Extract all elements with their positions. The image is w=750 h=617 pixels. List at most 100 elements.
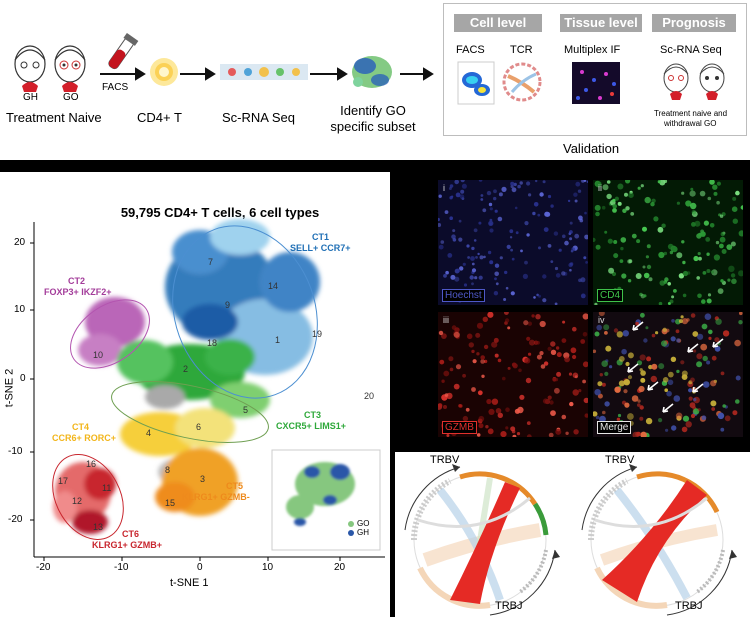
if-cell-dot <box>443 274 447 278</box>
if-cell-dot <box>489 207 493 211</box>
cluster-label-6: 6 <box>196 422 202 432</box>
if-cell-dot <box>616 331 623 338</box>
chord-left <box>404 464 560 616</box>
if-cell-dot <box>670 356 677 362</box>
facs-text: FACS <box>456 44 485 56</box>
if-cell-dot <box>697 252 701 256</box>
ct2-outline <box>70 299 150 369</box>
ct4-name: CT4 <box>72 422 90 432</box>
if-cell-dot <box>598 312 605 317</box>
header-prognosis: Prognosis <box>652 14 736 32</box>
if-cell-dot <box>467 256 470 259</box>
if-cell-dot <box>640 370 646 376</box>
if-cell-dot <box>669 250 674 255</box>
tcr-text: TCR <box>510 44 533 56</box>
if-cell-dot <box>642 265 646 269</box>
if-cell-dot <box>463 283 468 287</box>
if-cell-dot <box>544 211 550 217</box>
if-cell-dot <box>536 340 540 345</box>
if-cell-dot <box>627 413 634 420</box>
if-cell-dot <box>494 271 499 277</box>
if-cell-dot <box>664 277 669 282</box>
cluster-label-4: 4 <box>146 428 152 438</box>
if-cell-dot <box>732 218 738 224</box>
if-cell-dot <box>454 180 459 185</box>
if-cell-dot <box>440 240 445 244</box>
if-cell-dot <box>627 352 634 359</box>
treatment-naive-label: Treatment Naive <box>6 110 102 125</box>
if-cell-dot <box>650 375 657 383</box>
if-cell-dot <box>635 321 639 326</box>
if-cell-dot <box>694 220 701 227</box>
if-cell-dot <box>637 403 641 407</box>
if-cell-dot <box>476 322 484 329</box>
if-cell-dot <box>500 431 507 437</box>
if-cell-dot <box>453 383 460 390</box>
if-cell-dot <box>658 418 663 423</box>
if-cell-dot <box>494 263 500 268</box>
if-cell-dot <box>726 244 733 250</box>
if-cell-dot <box>568 372 573 376</box>
if-cell-dot <box>702 271 707 275</box>
if-cell-dot <box>667 379 674 386</box>
if-cell-dot <box>562 320 566 324</box>
if-cell-dot <box>655 331 659 335</box>
if-cell-dot <box>565 431 569 435</box>
if-cell-dot <box>439 359 445 365</box>
prognosis-faces-icon <box>663 63 725 100</box>
if-cell-dot <box>645 326 649 330</box>
if-cell-dot <box>680 315 684 319</box>
ct6-name: CT6 <box>122 529 140 539</box>
ct5-name: CT5 <box>226 481 244 491</box>
if-cell-dot <box>482 208 487 213</box>
ct5-markers: KLRG1+ GZMB- <box>182 492 250 502</box>
if-roman-iii: iii <box>443 315 449 325</box>
if-cell-dot <box>455 364 462 370</box>
if-cell-dot <box>675 329 680 334</box>
if-arrow-marker <box>692 383 704 393</box>
if-cell-dot <box>636 431 641 436</box>
multiplex-text: Multiplex IF <box>564 44 621 56</box>
if-cell-dot <box>621 273 627 279</box>
if-cell-dot <box>505 286 509 290</box>
if-cell-dot <box>468 342 474 348</box>
if-cell-dot <box>474 276 478 280</box>
if-cell-dot <box>693 349 697 353</box>
ct4-markers: CCR6+ RORC+ <box>52 433 117 443</box>
if-cell-dot <box>614 386 621 393</box>
if-cell-dot <box>476 352 480 356</box>
if-cell-dot <box>594 302 598 305</box>
if-cell-dot <box>538 246 541 250</box>
if-cell-dot <box>618 356 625 362</box>
if-cell-dot <box>657 180 661 184</box>
if-cell-dot <box>605 345 612 352</box>
if-cell-dot <box>507 366 511 370</box>
if-cell-dot <box>453 331 460 338</box>
if-cell-dot <box>483 344 489 350</box>
if-cell-dot <box>601 205 606 210</box>
if-cell-dot <box>711 407 716 411</box>
if-cell-dot <box>450 274 456 280</box>
if-cell-dot <box>526 434 532 437</box>
tcr-chord-icon <box>502 62 542 102</box>
if-cell-dot <box>550 204 554 208</box>
if-cell-dot <box>732 410 738 416</box>
if-cell-dot <box>573 429 579 435</box>
if-cell-dot <box>555 273 561 278</box>
if-cell-dot <box>522 273 528 279</box>
if-cell-dot <box>613 328 619 333</box>
if-cell-dot <box>438 217 440 222</box>
if-cell-dot <box>705 237 711 242</box>
if-cell-dot <box>582 313 588 320</box>
cluster-label-16: 16 <box>86 459 97 469</box>
if-cell-dot <box>595 211 600 217</box>
if-cell-dot <box>580 277 586 283</box>
if-cell-dot <box>459 194 465 199</box>
if-cell-dot <box>621 348 627 355</box>
if-cell-dot <box>720 231 725 237</box>
if-cell-dot <box>630 212 635 216</box>
if-cell-dot <box>571 247 576 252</box>
if-cell-dot <box>514 206 518 210</box>
if-cell-dot <box>461 183 467 189</box>
if-cell-dot <box>623 389 628 394</box>
